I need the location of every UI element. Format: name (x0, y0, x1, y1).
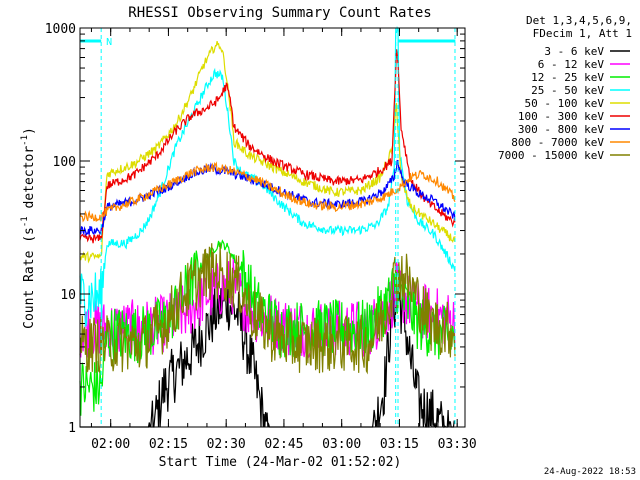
y-tick-label: 100 (53, 155, 76, 170)
legend-entry-label: 50 - 100 keV (525, 97, 605, 110)
x-tick-label: 03:30 (438, 437, 477, 452)
legend-entry-label: 12 - 25 keV (531, 71, 604, 84)
x-tick-label: 03:00 (322, 437, 361, 452)
footer-timestamp: 24-Aug-2022 18:53 (544, 467, 636, 477)
legend: Det 1,3,4,5,6,9, FDecim 1, Att 1 3 - 6 k… (498, 14, 632, 162)
chart-title: RHESSI Observing Summary Count Rates (128, 5, 431, 21)
legend-entry-label: 3 - 6 keV (544, 45, 604, 58)
y-tick-label: 10 (60, 288, 76, 303)
series-line-8 (79, 243, 456, 375)
legend-header-line: FDecim 1, Att 1 (533, 27, 632, 40)
plot-frame (79, 27, 466, 428)
y-axis-ticks: 1 10 100 1000 (45, 22, 465, 436)
series-line-5 (79, 49, 456, 244)
y-axis-label-part: Count Rate (s (22, 227, 37, 329)
legend-entry-label: 800 - 7000 keV (511, 136, 604, 149)
flag-label: N (106, 37, 112, 48)
legend-header-line: Det 1,3,4,5,6,9, (526, 14, 632, 27)
series-line-6 (79, 159, 456, 237)
x-axis-ticks: 02:00 02:15 02:30 02:45 03:00 03:15 03:30 (90, 28, 477, 452)
x-tick-label: 02:30 (207, 437, 246, 452)
y-tick-label: 1000 (45, 22, 76, 37)
legend-entry-label: 6 - 12 keV (538, 58, 605, 71)
series-line-7 (79, 161, 456, 223)
legend-entry-label: 100 - 300 keV (518, 110, 604, 123)
legend-entry-label: 300 - 800 keV (518, 123, 604, 136)
legend-entry-label: 7000 - 15000 keV (498, 149, 604, 162)
x-tick-label: 02:15 (149, 437, 188, 452)
legend-entry-label: 25 - 50 keV (531, 84, 604, 97)
x-tick-label: 02:45 (264, 437, 303, 452)
y-axis-label-exponent: -1 (20, 135, 30, 146)
y-axis-label-exponent: -1 (20, 216, 30, 227)
y-axis-label-part: ) (22, 127, 37, 135)
flag-layer: N (80, 28, 456, 427)
series-layer (79, 25, 456, 429)
x-tick-label: 02:00 (91, 437, 130, 452)
x-axis-label: Start Time (24-Mar-02 01:52:02) (159, 455, 402, 470)
y-tick-label: 1 (68, 421, 76, 436)
x-tick-label: 03:15 (380, 437, 419, 452)
y-axis-label-part: detector (22, 146, 37, 217)
y-axis-label: Count Rate (s-1 detector-1) (20, 127, 37, 329)
